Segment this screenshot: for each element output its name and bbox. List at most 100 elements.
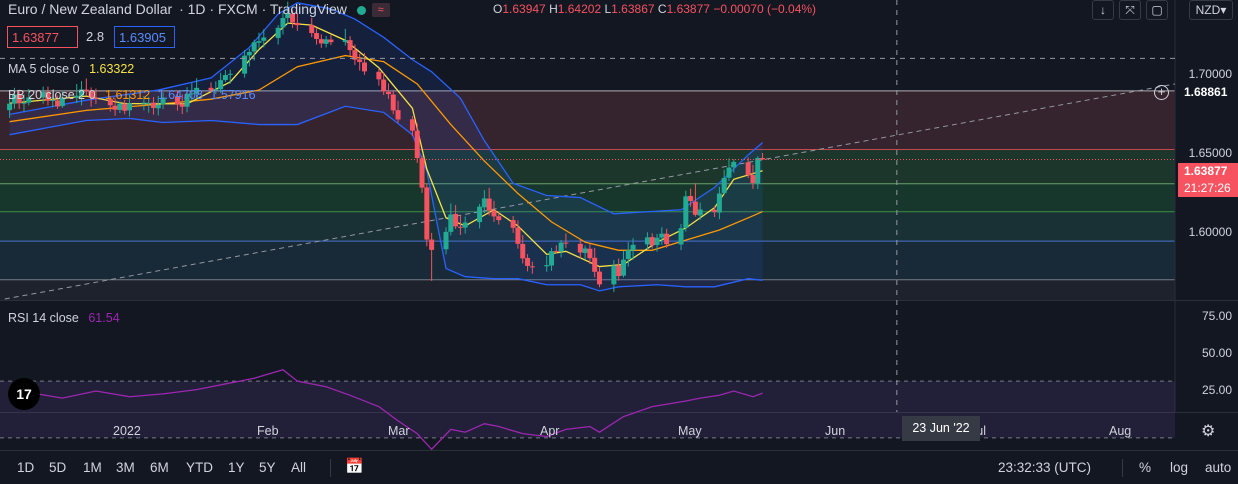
candle: [218, 72, 224, 93]
candle: [486, 187, 492, 216]
rsi-band: [0, 381, 1175, 438]
range-6m[interactable]: 6M: [150, 460, 169, 475]
replay-icon[interactable]: ≈: [371, 3, 390, 18]
spread-value: 2.8: [86, 29, 105, 44]
candle-body: [184, 93, 190, 107]
candle: [558, 239, 564, 258]
candle: [525, 254, 531, 272]
candle: [251, 39, 257, 61]
candle-body: [486, 198, 492, 211]
range-5y[interactable]: 5Y: [259, 460, 276, 475]
price-tick-3: 1.60000: [1188, 225, 1232, 239]
candle: [11, 87, 17, 109]
candle-body: [659, 233, 665, 238]
bb-lower-value: 1.57916: [210, 88, 256, 102]
candle-body: [155, 104, 161, 109]
crosshair-price-label: 1.68861: [1178, 84, 1238, 101]
candle-body: [275, 27, 281, 38]
buy-price-button[interactable]: 1.63905: [114, 26, 175, 48]
high-value: 1.64202: [557, 2, 602, 16]
candle: [376, 68, 382, 86]
candle: [222, 69, 228, 82]
range-1m[interactable]: 1M: [83, 460, 102, 475]
candle-body: [697, 209, 703, 216]
candle: [189, 83, 195, 101]
candle: [678, 223, 684, 251]
candle-body: [112, 105, 118, 110]
candle: [390, 89, 396, 115]
candle: [79, 81, 85, 106]
tradingview-logo[interactable]: 17: [8, 378, 40, 410]
expand-icon[interactable]: ⤧: [1119, 0, 1141, 20]
utc-clock[interactable]: 23:32:33 (UTC): [998, 460, 1092, 475]
candle: [309, 17, 315, 38]
auto-toggle[interactable]: auto: [1205, 460, 1232, 475]
bb-label: BB 20 close 2 0: [8, 88, 96, 102]
trendline: [4, 83, 1176, 300]
range-1y[interactable]: 1Y: [228, 460, 245, 475]
bb-upper-line: [9, 2, 763, 215]
rsi-legend[interactable]: RSI 14 close 61.54: [8, 311, 120, 325]
toolbar-separator: [330, 459, 331, 477]
candle: [577, 239, 583, 259]
log-toggle[interactable]: log: [1170, 460, 1189, 475]
candle-body: [525, 258, 531, 266]
bb-legend[interactable]: BB 20 close 2 0 1.61312 1.64708 1.57916: [8, 88, 256, 102]
candle: [275, 25, 281, 45]
candle: [582, 245, 588, 260]
candle-body: [11, 94, 17, 104]
percent-toggle[interactable]: %: [1139, 460, 1152, 475]
candle: [688, 188, 694, 207]
add-alert-icon[interactable]: +: [1154, 85, 1169, 100]
candle-body: [246, 51, 252, 56]
range-5d[interactable]: 5D: [49, 460, 67, 475]
candle: [510, 216, 516, 233]
calendar-range-icon[interactable]: 📅: [345, 458, 364, 475]
candle-body: [414, 130, 420, 159]
candle-body: [7, 103, 13, 111]
candle: [419, 155, 425, 193]
candle-body: [630, 244, 636, 251]
candle: [654, 233, 660, 252]
candle-body: [160, 97, 166, 105]
candle-body: [79, 89, 85, 96]
candle: [208, 82, 214, 93]
candle-body: [280, 18, 286, 28]
candle: [553, 245, 559, 254]
candle-body: [491, 210, 497, 217]
candle: [227, 69, 233, 84]
range-ytd[interactable]: YTD: [186, 460, 213, 475]
close-value: 1.63877: [666, 2, 710, 16]
candle: [760, 152, 766, 160]
rsi-line: [9, 369, 763, 451]
candle: [448, 203, 454, 236]
symbol-name[interactable]: Euro / New Zealand Dollar: [8, 1, 173, 17]
candle-body: [683, 196, 689, 228]
currency-selector[interactable]: NZD▾: [1189, 0, 1233, 20]
candle-body: [529, 266, 535, 268]
candle-body: [678, 228, 684, 245]
candle-body: [357, 59, 363, 63]
candle-body: [549, 251, 555, 266]
candle: [256, 32, 262, 49]
low-value: 1.63867: [611, 2, 655, 16]
interval-label[interactable]: 1D: [187, 1, 206, 17]
candle: [745, 157, 751, 179]
candle-body: [141, 102, 147, 104]
arrow-down-icon[interactable]: ↓: [1092, 0, 1114, 20]
candle-body: [347, 40, 353, 51]
candle: [16, 89, 22, 109]
candle: [141, 96, 147, 111]
settings-gear-icon[interactable]: ⚙: [1201, 423, 1216, 440]
ma-legend[interactable]: MA 5 close 0 1.63322: [8, 62, 134, 76]
candle: [146, 96, 152, 113]
sell-price-button[interactable]: 1.63877: [7, 26, 78, 48]
fullscreen-icon[interactable]: ▢: [1146, 0, 1168, 20]
range-3m[interactable]: 3M: [116, 460, 135, 475]
candle: [712, 205, 718, 218]
change-value: −0.00070 (−0.04%): [713, 2, 817, 16]
candle-body: [242, 55, 248, 74]
range-all[interactable]: All: [291, 460, 307, 475]
range-1d[interactable]: 1D: [17, 460, 35, 475]
